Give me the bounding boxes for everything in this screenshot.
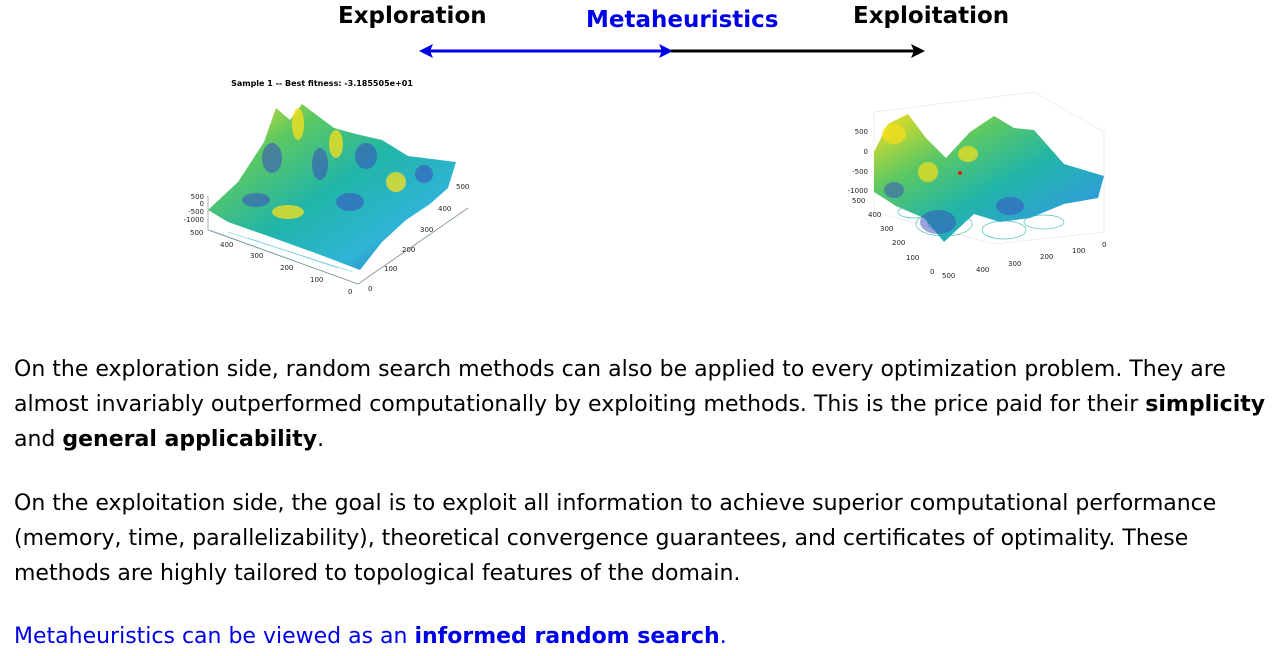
z-tick-label: -500	[852, 168, 868, 176]
middle-arrowhead-icon	[659, 44, 673, 58]
plot-title: Sample 1 -- Best fitness: -3.185505e+01	[231, 79, 413, 88]
y-tick-label: 400	[220, 241, 233, 249]
x-tick-label: 500	[456, 183, 469, 191]
metaheuristics-summary: Metaheuristics can be viewed as an infor…	[14, 619, 1276, 654]
paragraph-text: On the exploration side, random search m…	[14, 357, 1226, 417]
x-tick-label: 500	[942, 272, 955, 280]
surface-peaks	[272, 108, 406, 219]
x-tick-label: 300	[1008, 260, 1021, 268]
y-tick-label: 0	[930, 268, 934, 276]
y-tick-label: 200	[892, 239, 905, 247]
metaheuristics-label: Metaheuristics	[586, 7, 779, 33]
y-tick-label: 300	[880, 225, 893, 233]
x-tick-label: 0	[1102, 241, 1106, 249]
x-tick-label: 100	[1072, 247, 1085, 255]
y-tick-label: 200	[280, 264, 293, 272]
exploration-label: Exploration	[338, 3, 487, 29]
informed-random-search-emphasis: informed random search	[414, 624, 720, 649]
x-tick-label: 200	[1040, 253, 1053, 261]
z-tick-label: -1000	[848, 187, 868, 195]
y-tick-label: 100	[906, 254, 919, 262]
z-tick-label: 0	[200, 200, 204, 208]
exploration-surface-plot: Sample 1 -- Best fitness: -3.185505e+01 …	[168, 72, 480, 300]
exploitation-paragraph: On the exploitation side, the goal is to…	[14, 491, 1217, 586]
z-tick-label: 0	[864, 148, 868, 156]
summary-text: .	[719, 624, 727, 649]
exploitation-surface-plot: 500 0 -500 -1000 500 400 300 200 100 0 5…	[834, 72, 1128, 290]
x-tick-label: 200	[402, 246, 415, 254]
surface-mesh	[874, 114, 1104, 242]
y-tick-label: 0	[348, 288, 352, 296]
simplicity-emphasis: simplicity	[1145, 392, 1266, 417]
exploitation-label: Exploitation	[853, 3, 1010, 29]
surface-valleys	[884, 182, 1024, 234]
y-tick-label: 100	[310, 276, 323, 284]
paragraph-text: .	[317, 427, 325, 452]
z-tick-label: -1000	[184, 216, 204, 224]
exploration-paragraph: On the exploration side, random search m…	[14, 352, 1276, 457]
x-tick-label: 300	[420, 226, 433, 234]
z-tick-label: -500	[188, 208, 204, 216]
summary-text: Metaheuristics can be viewed as an	[14, 624, 415, 649]
surface-valleys	[242, 143, 433, 211]
y-tick-label: 400	[868, 211, 881, 219]
optimum-marker	[958, 171, 962, 175]
general-applicability-emphasis: general applicability	[62, 427, 318, 452]
exploration-exploitation-arrow	[419, 44, 925, 58]
y-tick-label: 300	[250, 252, 263, 260]
x-tick-label: 0	[368, 285, 372, 293]
axes	[207, 196, 469, 285]
z-tick-label: 500	[855, 128, 868, 136]
x-tick-label: 400	[438, 205, 451, 213]
paragraph-text: and	[14, 427, 63, 452]
left-arrowhead-icon	[419, 44, 433, 58]
x-tick-label: 100	[384, 265, 397, 273]
right-arrowhead-icon	[911, 44, 925, 58]
x-tick-label: 400	[976, 266, 989, 274]
z-tick-label: 500	[191, 193, 204, 201]
surface-peaks	[882, 124, 978, 182]
y-tick-label: 500	[852, 197, 865, 205]
y-tick-label: 500	[190, 229, 203, 237]
